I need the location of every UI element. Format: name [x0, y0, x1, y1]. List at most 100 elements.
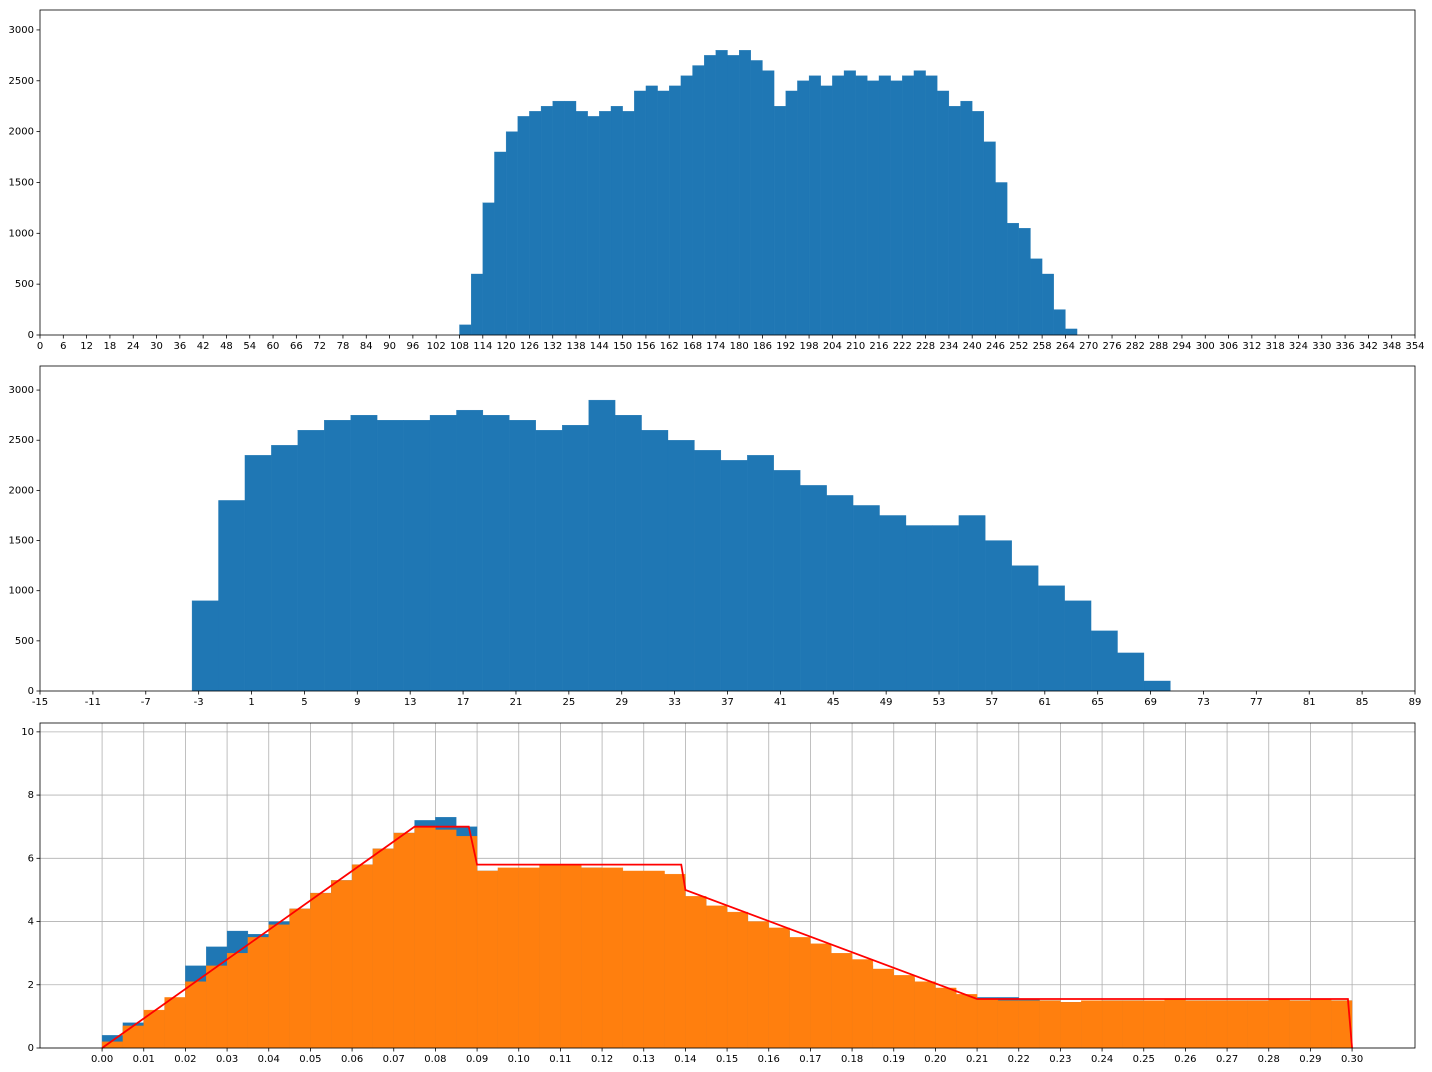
- histogram-bar: [747, 921, 769, 1049]
- histogram-bar: [1018, 1000, 1040, 1049]
- histogram-bar: [164, 997, 186, 1049]
- x-tick-label: 18: [104, 341, 117, 352]
- histogram-bar: [1185, 1000, 1207, 1049]
- histogram-bar: [948, 106, 961, 336]
- x-tick-label: 21: [510, 697, 523, 708]
- x-tick-label: 54: [243, 341, 256, 352]
- histogram-bar: [664, 873, 686, 1049]
- histogram-bar: [268, 924, 290, 1049]
- histogram-bar: [324, 420, 351, 692]
- x-tick-label: 77: [1250, 697, 1263, 708]
- y-tick-label: 1500: [9, 536, 34, 547]
- histogram-bar: [218, 500, 246, 692]
- x-tick-label: 0.01: [133, 1054, 155, 1065]
- histogram-bar: [587, 116, 600, 336]
- histogram-bar: [976, 998, 999, 1049]
- y-tick-label: 8: [28, 790, 34, 801]
- histogram-bar: [851, 959, 874, 1049]
- histogram-bar: [905, 525, 933, 692]
- histogram-bar: [476, 870, 499, 1049]
- histogram-bar: [564, 100, 577, 336]
- x-tick-label: 0.02: [174, 1054, 196, 1065]
- x-tick-label: 41: [774, 697, 787, 708]
- histogram-bar: [482, 415, 510, 692]
- histogram-bar: [376, 420, 404, 692]
- histogram-bar: [1101, 1000, 1124, 1049]
- histogram-bar: [497, 867, 519, 1049]
- x-tick-label: 24: [127, 341, 140, 352]
- x-tick-label: 53: [933, 697, 946, 708]
- histogram-bar: [685, 896, 707, 1049]
- x-tick-label: 0.16: [758, 1054, 780, 1065]
- histogram-bar: [995, 182, 1008, 336]
- y-tick-label: 0: [28, 1043, 34, 1054]
- x-tick-label: 330: [1312, 341, 1331, 352]
- x-tick-label: 0.10: [508, 1054, 530, 1065]
- histogram-bar: [244, 455, 272, 692]
- x-tick-label: 102: [427, 341, 446, 352]
- histogram-bar: [768, 927, 790, 1049]
- x-tick-label: 318: [1266, 341, 1285, 352]
- histogram-bar: [634, 90, 647, 336]
- x-tick-label: 60: [267, 341, 280, 352]
- histogram-bar: [643, 870, 665, 1049]
- x-tick-label: 0.24: [1091, 1054, 1113, 1065]
- histogram-bar: [832, 75, 845, 336]
- histogram-bar: [505, 131, 518, 336]
- x-tick-label: 0.30: [1341, 1054, 1363, 1065]
- histogram-bar: [797, 80, 810, 336]
- histogram-bar: [517, 116, 530, 336]
- histogram-bar: [459, 324, 472, 336]
- x-tick-label: 0.06: [341, 1054, 363, 1065]
- histogram-bar: [1226, 1000, 1249, 1049]
- plot-frame: [39, 9, 1416, 336]
- histogram-bar: [529, 111, 542, 336]
- histogram-bar: [622, 870, 644, 1049]
- histogram-bar: [581, 867, 603, 1049]
- x-tick-label: 348: [1382, 341, 1401, 352]
- histogram-bar: [403, 420, 431, 692]
- histogram-bar: [289, 908, 311, 1049]
- histogram-bar: [560, 864, 582, 1049]
- x-tick-label: 12: [80, 341, 93, 352]
- x-tick-label: 138: [566, 341, 585, 352]
- x-tick-label: 162: [660, 341, 679, 352]
- x-tick-label: -3: [194, 697, 204, 708]
- x-tick-label: 85: [1356, 697, 1369, 708]
- x-tick-label: 9: [354, 697, 360, 708]
- y-tick-label: 2500: [9, 76, 34, 87]
- histogram-bar: [1030, 258, 1043, 336]
- x-tick-label: 126: [520, 341, 539, 352]
- histogram-bar: [456, 409, 484, 692]
- histogram-bar: [310, 892, 332, 1049]
- x-tick-label: 222: [893, 341, 912, 352]
- histogram-bar: [494, 151, 507, 336]
- x-tick-label: 33: [668, 697, 681, 708]
- x-tick-label: -11: [85, 697, 101, 708]
- histogram-bar: [1039, 1000, 1061, 1049]
- x-tick-label: 42: [197, 341, 210, 352]
- histogram-bar: [789, 937, 811, 1049]
- histogram-bar: [750, 60, 763, 336]
- histogram-bar: [810, 943, 832, 1049]
- x-tick-label: 81: [1303, 697, 1316, 708]
- histogram-bar: [1310, 998, 1332, 1049]
- y-tick-label: 1000: [9, 586, 34, 597]
- histogram-bar: [932, 525, 960, 692]
- histogram-bar: [704, 55, 716, 336]
- histogram-bar: [297, 430, 325, 692]
- histogram-bar: [843, 70, 856, 336]
- histogram-bar: [726, 911, 749, 1049]
- line: [101, 825, 1353, 1049]
- x-tick-label: 65: [1091, 697, 1104, 708]
- histogram-bar: [808, 75, 821, 336]
- histogram-bar: [773, 470, 801, 692]
- histogram-bar: [739, 50, 751, 336]
- histogram-bar: [562, 425, 589, 692]
- x-tick-label: 0.12: [591, 1054, 613, 1065]
- x-tick-label: 0.20: [924, 1054, 946, 1065]
- x-tick-label: 89: [1409, 697, 1422, 708]
- x-tick-label: 61: [1038, 697, 1051, 708]
- x-tick-label: 0.08: [424, 1054, 446, 1065]
- x-tick-label: 174: [706, 341, 725, 352]
